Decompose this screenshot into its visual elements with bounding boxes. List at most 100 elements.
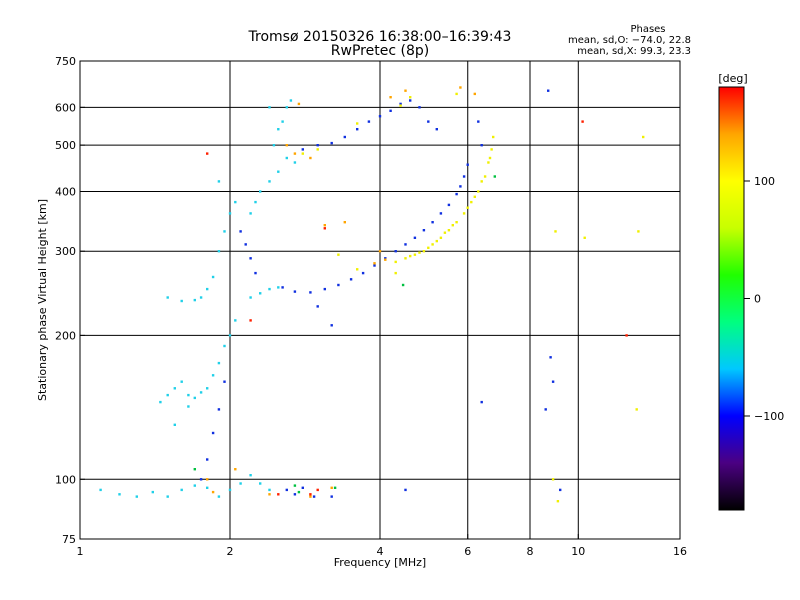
data-point xyxy=(443,231,447,234)
data-point xyxy=(399,104,402,107)
data-point xyxy=(206,478,209,481)
data-point xyxy=(187,405,190,408)
data-point xyxy=(293,290,297,293)
data-point xyxy=(394,250,397,253)
x-tick-label: 10 xyxy=(571,545,585,558)
data-point xyxy=(401,283,405,287)
x-tick-label: 1 xyxy=(77,545,84,558)
data-point xyxy=(323,224,326,227)
data-point xyxy=(206,486,209,489)
data-point xyxy=(316,144,319,147)
data-point xyxy=(466,163,469,166)
data-point xyxy=(356,128,359,131)
data-point xyxy=(281,120,284,123)
data-point xyxy=(477,120,480,123)
data-point xyxy=(173,387,176,390)
data-point xyxy=(554,230,557,233)
data-point xyxy=(343,221,346,224)
data-point xyxy=(297,102,301,106)
data-point xyxy=(285,144,288,147)
data-point xyxy=(166,296,169,299)
y-tick-label: 200 xyxy=(55,329,76,342)
data-point xyxy=(422,250,426,253)
data-point xyxy=(389,96,392,99)
data-point xyxy=(625,334,628,337)
data-point xyxy=(330,324,333,327)
data-point xyxy=(455,92,458,96)
data-point xyxy=(254,200,257,204)
data-point xyxy=(418,251,421,254)
x-tick-label: 6 xyxy=(464,545,471,558)
data-point xyxy=(277,170,280,173)
data-point xyxy=(173,423,176,426)
data-point xyxy=(293,152,297,155)
x-tick-label: 16 xyxy=(673,545,687,558)
data-point xyxy=(462,175,466,178)
data-point xyxy=(480,180,483,183)
data-point xyxy=(323,287,326,291)
data-point xyxy=(356,268,359,271)
data-point xyxy=(330,495,333,498)
y-tick-label: 100 xyxy=(55,473,76,486)
data-point xyxy=(259,482,262,485)
data-point xyxy=(239,482,242,485)
data-point xyxy=(477,190,480,193)
data-point xyxy=(187,393,190,397)
data-point xyxy=(409,254,412,258)
data-point xyxy=(309,495,312,498)
data-point xyxy=(330,141,333,145)
data-point xyxy=(466,206,469,209)
data-point xyxy=(293,161,297,164)
data-point xyxy=(480,144,483,147)
data-point xyxy=(637,230,640,233)
data-point xyxy=(217,180,221,183)
data-point xyxy=(343,135,346,139)
data-point xyxy=(277,128,280,131)
data-point xyxy=(413,253,417,256)
data-point xyxy=(268,106,271,109)
data-point xyxy=(409,96,412,99)
data-point xyxy=(211,374,215,377)
data-point xyxy=(316,305,319,308)
data-point xyxy=(373,264,376,267)
colorbar-tick-label: 100 xyxy=(754,175,775,188)
data-point xyxy=(254,271,257,275)
data-point xyxy=(285,156,288,160)
data-point xyxy=(217,361,221,365)
data-point xyxy=(239,230,242,233)
data-point xyxy=(459,86,462,89)
data-point xyxy=(473,92,476,96)
data-points xyxy=(99,86,645,503)
chart-title: Tromsø 20150326 16:38:00–16:39:43 xyxy=(248,29,512,45)
y-tick-label: 750 xyxy=(55,55,76,68)
data-point xyxy=(268,180,271,183)
data-point xyxy=(159,400,162,404)
data-point xyxy=(455,192,458,196)
data-point xyxy=(404,89,407,92)
x-tick-label: 4 xyxy=(377,545,384,558)
data-point xyxy=(180,488,183,492)
data-point xyxy=(285,106,288,109)
data-point xyxy=(309,156,312,160)
data-point xyxy=(293,493,297,496)
data-point xyxy=(309,493,312,496)
data-point xyxy=(547,89,550,92)
data-point xyxy=(199,296,203,299)
data-point xyxy=(559,488,562,492)
data-point xyxy=(234,319,237,322)
data-point xyxy=(451,224,454,227)
data-point xyxy=(249,257,252,260)
data-point xyxy=(249,296,252,299)
data-point xyxy=(642,135,645,139)
data-point xyxy=(330,486,333,489)
data-point xyxy=(356,122,359,125)
data-point xyxy=(206,152,209,155)
grid-lines xyxy=(80,61,680,539)
data-point xyxy=(199,391,203,394)
colorbar xyxy=(718,86,745,511)
data-point xyxy=(259,190,262,193)
data-point xyxy=(217,408,221,411)
data-point xyxy=(333,486,337,489)
x-axis-label: Frequency [MHz] xyxy=(334,556,426,569)
data-point xyxy=(473,195,476,198)
